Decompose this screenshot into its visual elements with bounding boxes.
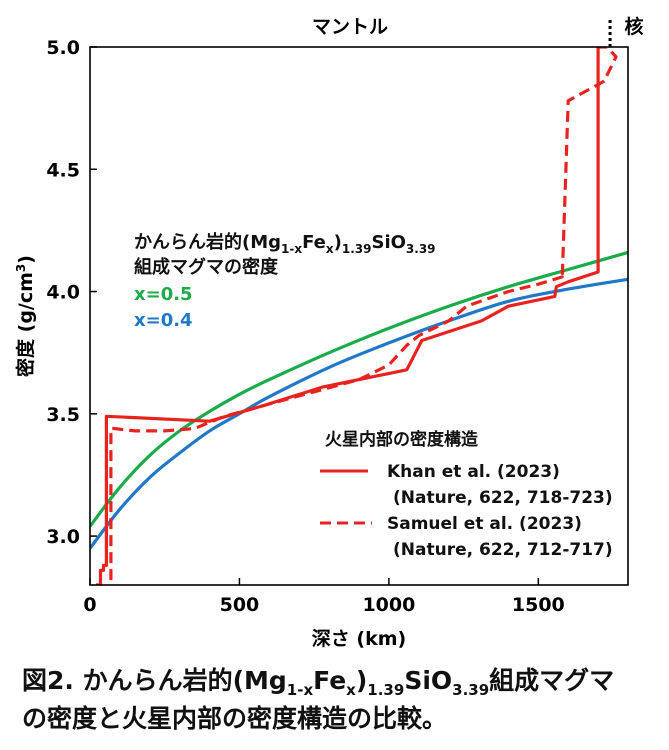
figure-caption-line1: 図2. かんらん岩的(Mg1-xFex)1.39SiO3.39組成マグマ xyxy=(22,666,615,699)
series-x04-line xyxy=(90,277,628,550)
x-tick-label: 0 xyxy=(83,594,96,616)
annotation-title: かんらん岩的(Mg1-xFex)1.39SiO3.39 xyxy=(134,231,436,256)
density-chart: 0 500 1000 1500 3.0 3.5 4.0 4.5 5.0 マントル 核 深さ (k… xyxy=(14,15,644,650)
legend-title: 火星内部の密度構造 xyxy=(325,429,479,450)
x-tick-label: 1000 xyxy=(362,594,415,616)
legend-label-khan: Khan et al. (2023) xyxy=(387,462,560,482)
legend-ref-khan: (Nature, 622, 718-723) xyxy=(393,488,613,508)
axis-ticks: 0 500 1000 1500 3.0 3.5 4.0 4.5 5.0 xyxy=(46,37,564,616)
annotation-x05: x=0.5 xyxy=(134,284,193,305)
series-x05-line xyxy=(90,250,628,528)
annotation-x04: x=0.4 xyxy=(134,310,193,331)
annotation-subtitle: 組成マグマの密度 xyxy=(134,256,279,278)
y-tick-label: 4.0 xyxy=(46,282,80,304)
y-tick-label: 4.5 xyxy=(46,159,80,181)
x-tick-label: 500 xyxy=(220,594,260,616)
y-tick-label: 5.0 xyxy=(46,37,80,59)
legend: 火星内部の密度構造 Khan et al. (2023) (Nature, 62… xyxy=(320,429,613,560)
y-tick-label: 3.0 xyxy=(46,526,80,548)
legend-ref-samuel: (Nature, 622, 712-717) xyxy=(393,540,613,560)
y-tick-label: 3.5 xyxy=(46,404,80,426)
series-samuel-line xyxy=(109,47,618,581)
series-lines xyxy=(90,47,628,585)
magma-annotation: かんらん岩的(Mg1-xFex)1.39SiO3.39 組成マグマの密度 x=0… xyxy=(134,231,436,331)
plot-frame xyxy=(89,46,629,586)
x-tick-label: 1500 xyxy=(512,594,565,616)
figure-caption-line2: の密度と火星内部の密度構造の比較。 xyxy=(22,704,448,733)
legend-label-samuel: Samuel et al. (2023) xyxy=(387,514,582,534)
x-axis-label: 深さ (km) xyxy=(312,627,406,650)
series-khan-line xyxy=(96,47,600,585)
mantle-label: マントル xyxy=(312,16,388,38)
y-axis-label: 密度 (g/cm3) xyxy=(14,255,37,377)
core-label: 核 xyxy=(624,15,643,38)
